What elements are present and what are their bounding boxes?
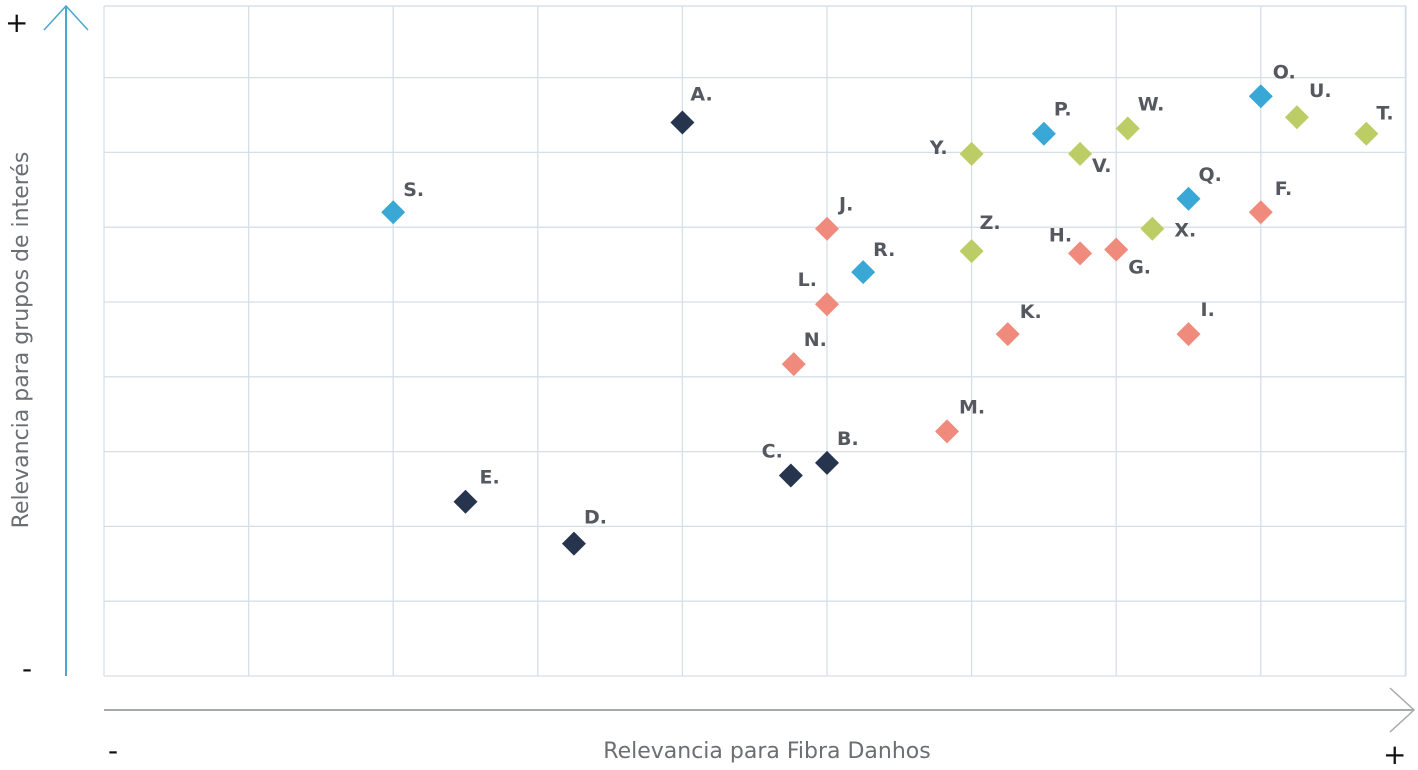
point-label: F.	[1275, 178, 1292, 200]
plot-grid	[103, 5, 1407, 677]
data-point: R.	[851, 239, 895, 285]
data-point: M.	[935, 396, 985, 444]
data-point: X.	[1140, 216, 1196, 242]
diamond-marker	[561, 531, 586, 556]
point-label: K.	[1020, 301, 1042, 323]
diamond-marker	[1068, 141, 1093, 166]
data-point: W.	[1115, 93, 1165, 141]
diamond-marker	[815, 292, 839, 317]
x-axis-max-label: +	[1383, 738, 1406, 770]
diamond-marker	[959, 141, 984, 166]
data-point: G.	[1104, 237, 1151, 279]
diamond-marker	[1176, 322, 1201, 347]
point-label: V.	[1092, 155, 1111, 177]
diamond-marker	[670, 110, 695, 135]
point-label: P.	[1054, 99, 1072, 121]
diamond-marker	[1140, 216, 1165, 241]
point-label: U.	[1309, 80, 1332, 102]
diamond-marker	[381, 200, 406, 225]
point-label: I.	[1201, 299, 1215, 321]
point-label: J.	[837, 194, 853, 216]
data-point: P.	[1031, 99, 1072, 146]
diamond-marker	[1248, 200, 1273, 225]
y-axis-title: Relevancia para grupos de interés	[9, 152, 34, 529]
point-label: A.	[690, 83, 712, 105]
point-label: W.	[1138, 93, 1165, 115]
data-point: Z.	[959, 212, 1001, 264]
x-axis-title: Relevancia para Fibra Danhos	[603, 739, 930, 764]
data-point: H.	[1049, 224, 1093, 266]
diamond-marker	[959, 239, 984, 264]
point-label: D.	[584, 507, 607, 529]
diamond-marker	[1248, 84, 1273, 109]
diamond-marker	[1068, 241, 1093, 266]
diamond-marker	[781, 352, 806, 377]
y-axis-min-label: -	[22, 652, 32, 685]
point-label: Y.	[929, 137, 948, 159]
point-label: R.	[873, 239, 895, 261]
point-label: L.	[798, 269, 817, 291]
point-label: C.	[762, 441, 783, 463]
data-point: C.	[762, 441, 803, 488]
diamond-marker	[1354, 121, 1379, 146]
diamond-marker	[778, 463, 803, 488]
diamond-marker	[995, 322, 1020, 347]
data-point: A.	[670, 83, 713, 135]
data-point: T.	[1354, 103, 1394, 146]
x-axis-min-label: -	[108, 734, 118, 767]
y-axis-arrow	[43, 4, 89, 676]
point-label: O.	[1273, 61, 1296, 83]
point-label: S.	[403, 179, 424, 201]
data-point: L.	[798, 269, 839, 317]
point-label: G.	[1128, 257, 1151, 279]
diamond-marker	[1031, 121, 1056, 146]
point-label: M.	[959, 396, 985, 418]
diamond-marker	[453, 489, 478, 514]
data-point: Q.	[1176, 164, 1222, 211]
data-point: E.	[453, 467, 500, 514]
diamond-marker	[1176, 186, 1201, 211]
diamond-marker	[935, 419, 960, 444]
diamond-marker	[815, 450, 839, 475]
point-label: N.	[804, 329, 827, 351]
diamond-marker	[1115, 116, 1140, 141]
data-point: V.	[1068, 141, 1112, 177]
y-axis-max-label: +	[5, 6, 28, 39]
point-label: E.	[480, 467, 500, 489]
point-label: T.	[1376, 103, 1393, 125]
point-label: Z.	[980, 212, 1001, 234]
data-point: O.	[1248, 61, 1296, 109]
data-point: K.	[995, 301, 1042, 347]
data-point: U.	[1284, 80, 1332, 130]
data-points: A. B. C. D. E. F. G. H. I. J. K. L. M. N. O. P. Q. R. S. T.…	[381, 61, 1394, 556]
data-point: I.	[1176, 299, 1215, 347]
data-point: N.	[781, 329, 827, 377]
diamond-marker	[815, 216, 839, 241]
data-point: S.	[381, 179, 424, 225]
point-label: B.	[837, 428, 859, 450]
diamond-marker	[1284, 105, 1309, 130]
data-point: J.	[815, 194, 853, 241]
x-axis-arrow	[104, 687, 1416, 733]
diamond-marker	[1104, 237, 1129, 262]
diamond-marker	[851, 260, 876, 285]
point-label: X.	[1174, 220, 1196, 242]
point-label: Q.	[1199, 164, 1222, 186]
data-point: B.	[815, 428, 859, 475]
point-label: H.	[1049, 224, 1072, 246]
data-point: D.	[561, 507, 607, 556]
data-point: F.	[1248, 178, 1292, 225]
data-point: Y.	[929, 137, 984, 166]
